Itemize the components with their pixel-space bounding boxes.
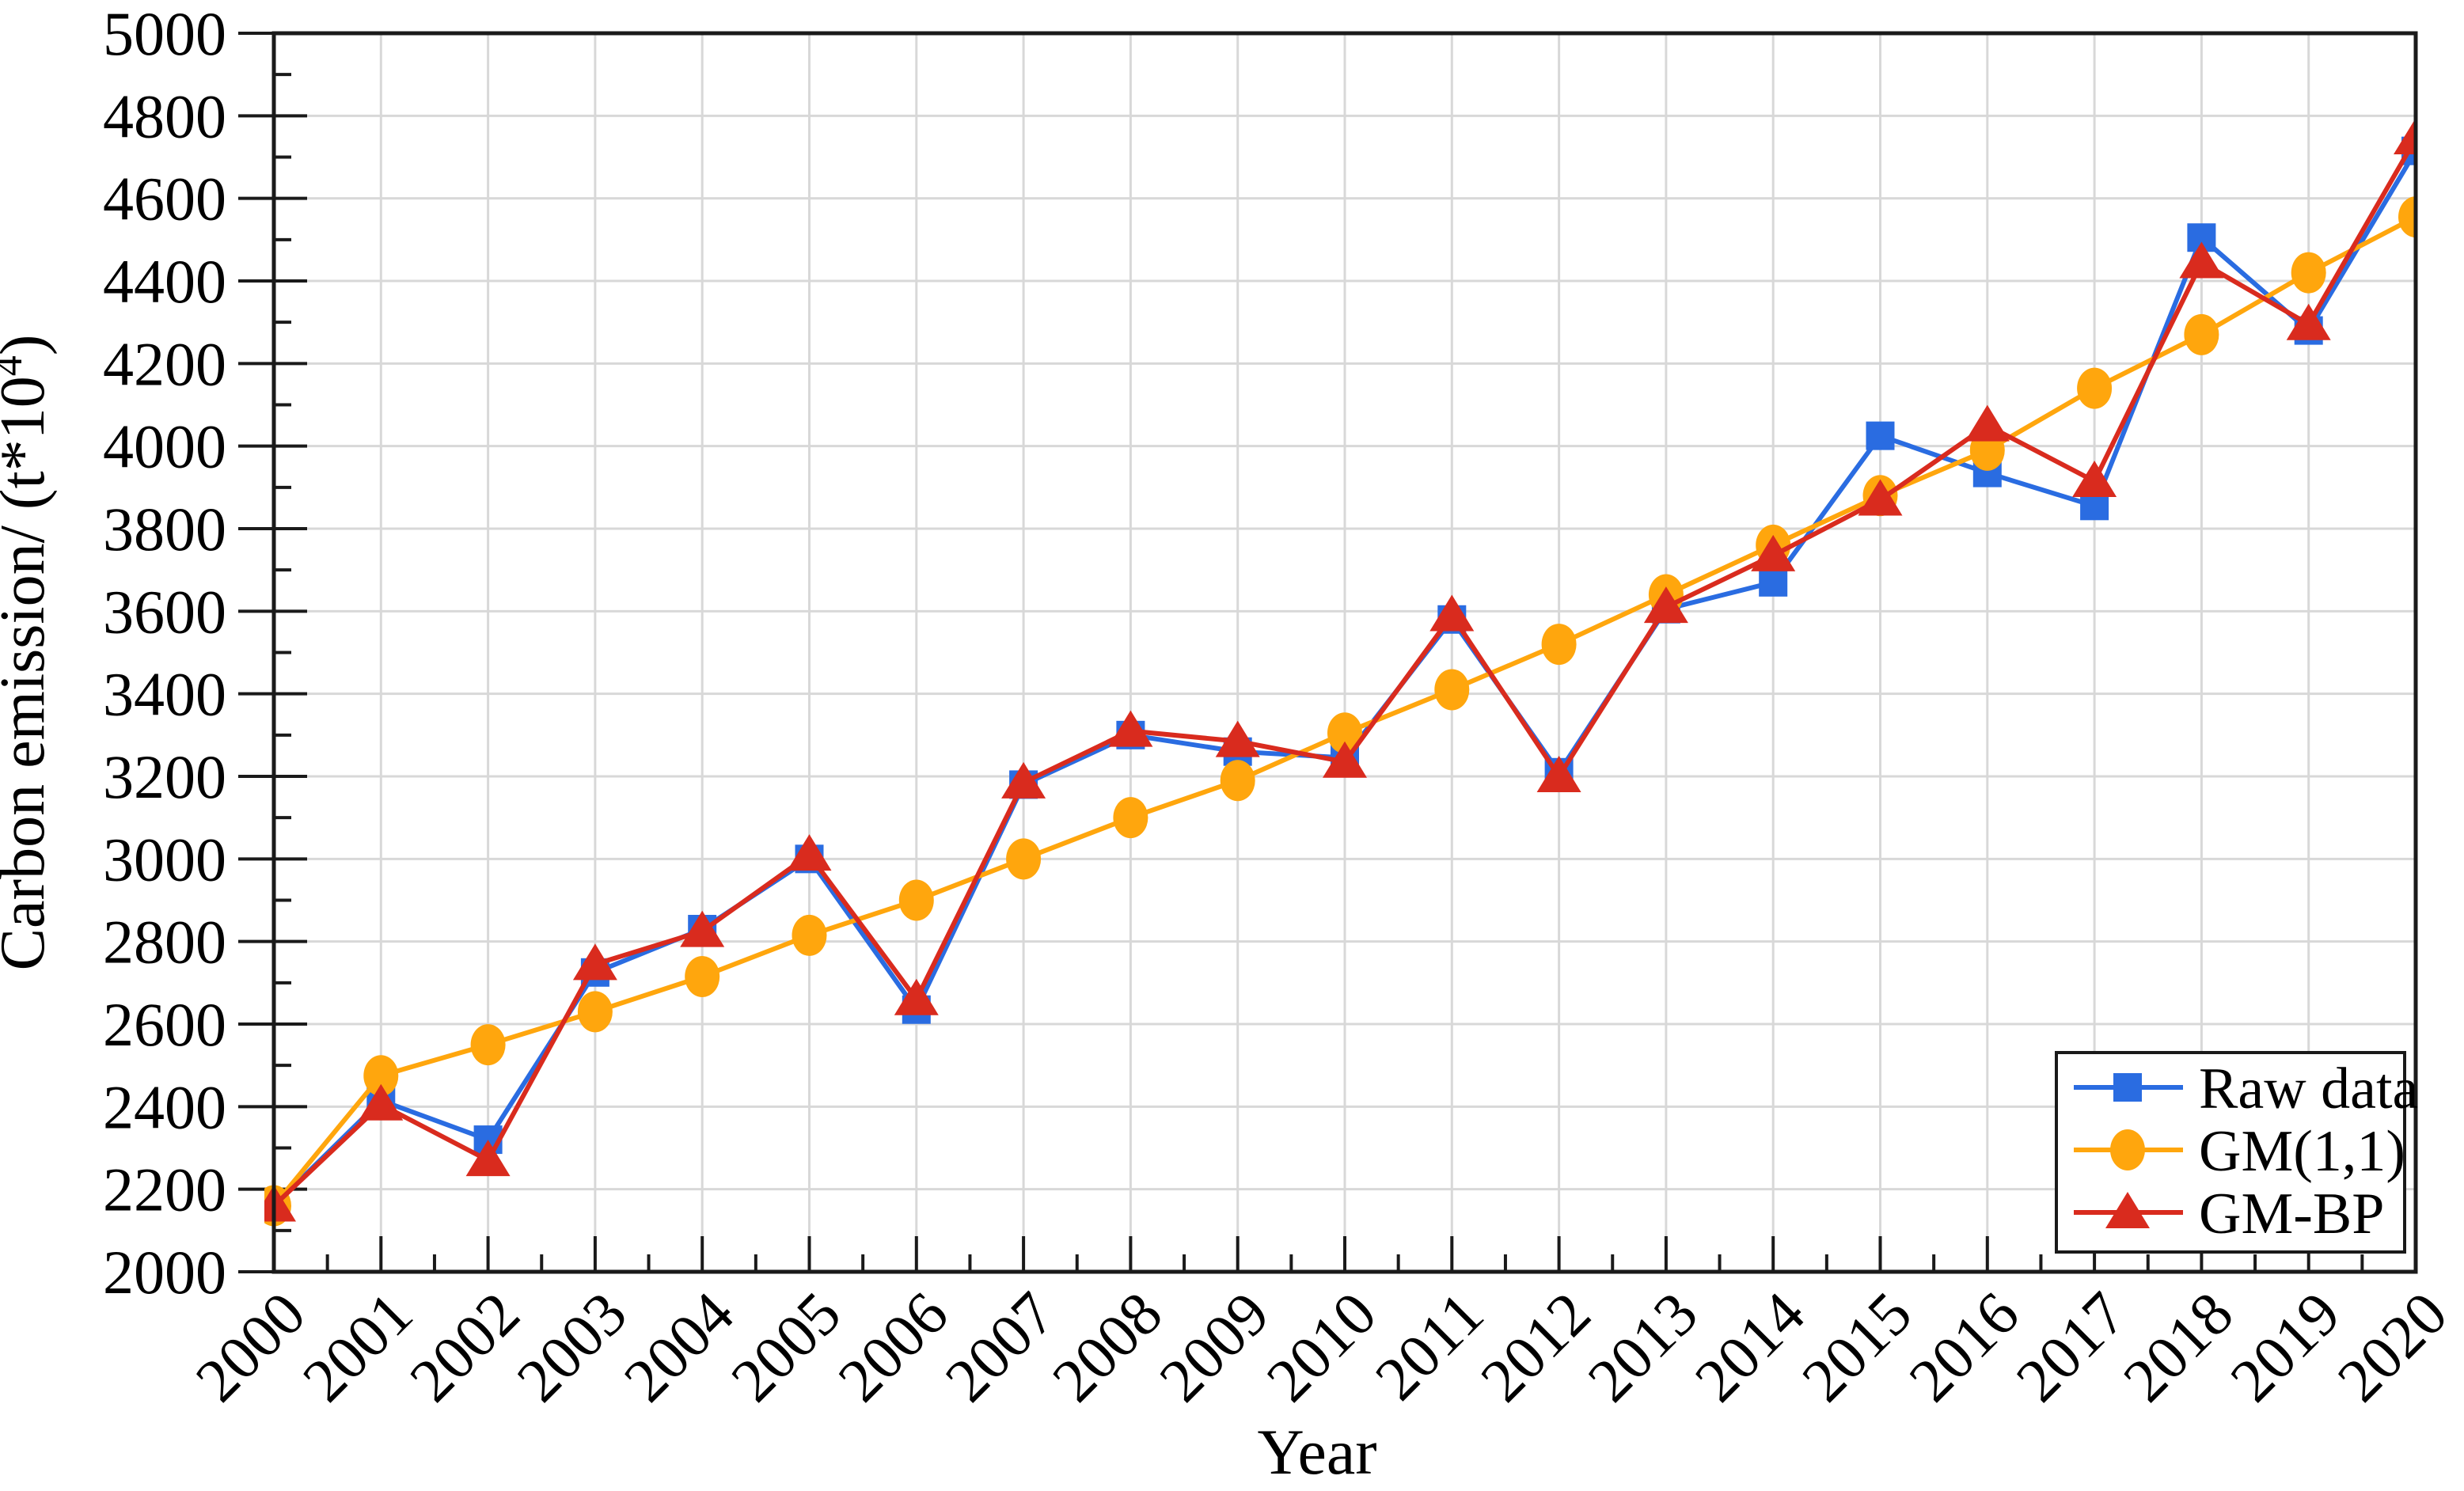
y-tick-label: 5000 — [103, 0, 226, 68]
y-tick-label: 3600 — [103, 577, 226, 646]
y-tick-label: 4000 — [103, 412, 226, 481]
gm-bp-marker — [1751, 534, 1796, 571]
y-axis-tick-labels: 2000 2200 2400 2600 2800 3000 3200 3400 3600 3800… — [103, 0, 226, 1307]
gm-bp-marker — [1323, 741, 1367, 778]
raw-data-marker — [1866, 421, 1895, 450]
gm-1-1-marker — [898, 879, 934, 921]
legend-label: Raw data — [2199, 1057, 2418, 1121]
y-tick-label: 2600 — [103, 990, 226, 1059]
gm-1-1-marker — [1327, 712, 1362, 754]
y-tick-label: 3800 — [103, 495, 226, 563]
gm-bp-marker — [787, 834, 832, 871]
gm-1-1-marker — [2077, 367, 2113, 409]
legend-triangle-marker — [2105, 1192, 2150, 1228]
y-tick-label: 3400 — [103, 660, 226, 729]
gm-1-1-marker — [2184, 313, 2219, 355]
gm-bp-marker — [2072, 461, 2117, 498]
series-gm-bp — [264, 118, 2417, 1222]
y-tick-label: 2400 — [103, 1072, 226, 1141]
gm-bp-marker — [465, 1140, 511, 1177]
plot-border — [271, 31, 2418, 1274]
gm-1-1-marker — [577, 991, 613, 1033]
gm-bp-marker — [1536, 756, 1581, 792]
gm-bp-marker — [2286, 303, 2331, 340]
gm-1-1-marker — [1434, 669, 1470, 711]
gm-bp-marker — [359, 1083, 404, 1121]
gm-1-1-marker — [1220, 760, 1255, 802]
legend-item-raw-data: Raw data — [2074, 1057, 2418, 1121]
gm-1-1-marker — [470, 1024, 506, 1066]
y-tick-label: 3200 — [103, 742, 226, 811]
plot-area — [264, 118, 2417, 1227]
y-tick-label: 4200 — [103, 329, 226, 398]
gm-bp-marker — [1429, 594, 1475, 632]
gm-bp-marker — [1001, 761, 1046, 799]
legend-item-gm-1-1: GM(1,1) — [2074, 1119, 2405, 1184]
y-tick-label: 2000 — [103, 1238, 226, 1307]
gm-1-1-marker — [792, 914, 827, 956]
gm-bp-marker — [2179, 241, 2224, 279]
series-gm-1-1 — [264, 196, 2417, 1227]
gm-bp-marker — [1965, 404, 2010, 442]
y-tick-label: 2200 — [103, 1155, 226, 1224]
gm-1-1-marker — [2291, 252, 2326, 294]
y-tick-label: 4400 — [103, 247, 226, 316]
y-tick-label: 4600 — [103, 165, 226, 233]
gm-bp-marker — [572, 943, 617, 981]
y-tick-label: 3000 — [103, 825, 226, 893]
legend-item-gm-bp: GM-BP — [2074, 1182, 2384, 1246]
legend-square-marker — [2113, 1073, 2142, 1102]
gm-bp-marker — [680, 910, 725, 947]
gm-bp-marker — [2394, 118, 2417, 155]
gm-bp-marker — [894, 978, 939, 1015]
gm-1-1-marker — [2398, 196, 2417, 238]
legend-label: GM(1,1) — [2199, 1119, 2405, 1184]
raw-data-marker — [1759, 567, 1788, 597]
gm-1-1-marker — [1541, 624, 1577, 666]
gm-bp-marker — [1108, 710, 1153, 747]
y-tick-label: 4800 — [103, 82, 226, 150]
gm-bp-marker — [1858, 479, 1903, 516]
gm-bp-marker — [1215, 720, 1260, 757]
gm-1-1-marker — [363, 1055, 399, 1097]
gm-bp-marker — [1643, 586, 1688, 624]
legend-circle-marker — [2110, 1129, 2145, 1170]
y-axis-title: Carbon emission/ (t*104) — [0, 335, 58, 971]
x-axis-title: Year — [1257, 1416, 1376, 1488]
gm-1-1-marker — [1006, 838, 1042, 880]
y-tick-label: 2800 — [103, 908, 226, 977]
gm-1-1-marker — [1113, 797, 1148, 839]
gm-1-1-marker — [685, 956, 720, 998]
legend-label: GM-BP — [2199, 1182, 2384, 1246]
